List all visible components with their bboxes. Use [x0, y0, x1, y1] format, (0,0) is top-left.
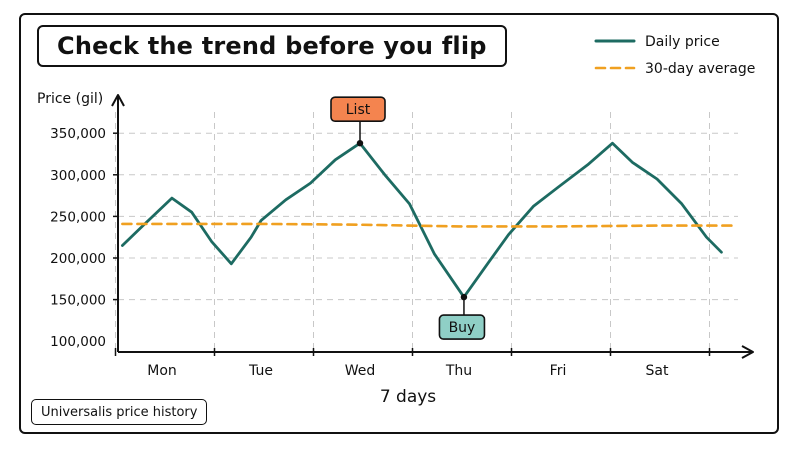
y-tick-label: 150,000	[50, 293, 106, 309]
y-tick-label: 100,000	[50, 334, 106, 350]
x-axis-arrow	[741, 345, 754, 359]
chart-title: Check the trend before you flip	[37, 25, 507, 67]
x-axis-label: 7 days	[380, 387, 436, 407]
legend-item: Daily price	[594, 34, 720, 50]
x-tick-label: Fri	[550, 363, 567, 379]
annotation-point	[356, 139, 364, 147]
x-tick-label: Tue	[248, 363, 273, 379]
annotation-box	[438, 314, 486, 340]
annotation-box	[330, 96, 386, 122]
annotation-label: Buy	[449, 320, 476, 336]
x-tick-label: Wed	[345, 363, 376, 379]
annotation-list: List	[330, 96, 386, 147]
average-series-line	[121, 222, 738, 228]
legend-label: Daily price	[645, 34, 720, 50]
legend-label: 30-day average	[645, 61, 755, 77]
y-tick-label: 350,000	[50, 126, 106, 142]
legend-item: 30-day average	[594, 61, 755, 77]
annotation-point	[460, 293, 468, 301]
axes	[111, 94, 754, 359]
y-axis-label: Price (gil)	[37, 91, 103, 107]
legend: Daily price 30-day average	[594, 34, 755, 77]
y-tick-label: 200,000	[50, 251, 106, 267]
annotation-label: List	[346, 102, 371, 118]
x-tick-label: Thu	[445, 363, 472, 379]
y-axis-arrow	[111, 94, 125, 107]
y-tick-labels: 100,000 150,000 200,000 250,000 300,000 350,0…	[50, 126, 106, 350]
source-note: Universalis price history	[31, 399, 208, 425]
y-tick-label: 250,000	[50, 209, 106, 225]
x-tick-labels: Mon Tue Wed Thu Fri Sat	[147, 363, 669, 379]
annotation-buy: Buy	[438, 293, 486, 340]
x-tick-label: Mon	[147, 363, 177, 379]
daily-price-series-line	[121, 141, 723, 299]
y-tick-label: 300,000	[50, 168, 106, 184]
series-lines	[121, 141, 738, 299]
x-tick-label: Sat	[646, 363, 669, 379]
grid-lines	[115, 112, 738, 352]
annotations: List Buy	[330, 96, 486, 340]
